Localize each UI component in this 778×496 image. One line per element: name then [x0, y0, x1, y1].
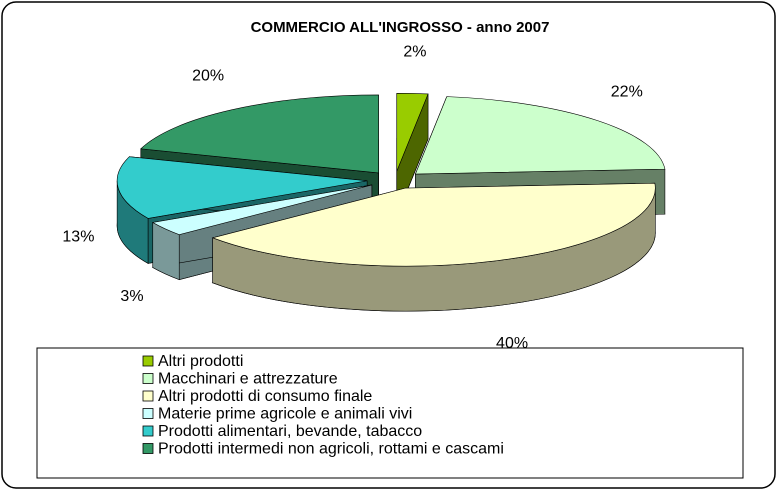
slice — [211, 182, 656, 267]
data-label: 40% — [496, 335, 528, 352]
legend-swatch — [142, 390, 154, 402]
data-label: 2% — [403, 43, 426, 60]
legend-label: Materie prime agricole e animali vivi — [158, 406, 412, 423]
legend-swatch — [142, 373, 154, 384]
pie: 2% 22% 40% 3% 13% 20% — [62, 43, 666, 352]
legend-swatch — [142, 355, 154, 367]
slice — [396, 92, 429, 172]
legend-label: Macchinari e attrezzature — [158, 371, 338, 388]
data-label: 3% — [120, 288, 143, 305]
legend-label: Altri prodotti — [158, 353, 243, 370]
chart-title: COMMERCIO ALL'INGROSSO - anno 2007 — [251, 19, 550, 36]
data-label: 20% — [192, 68, 224, 85]
legend-label: Altri prodotti di consumo finale — [158, 388, 372, 405]
legend-swatch — [142, 425, 154, 437]
slice — [151, 184, 372, 235]
legend-label: Prodotti alimentari, bevande, tabacco — [158, 423, 422, 440]
slice — [414, 96, 666, 175]
legend-swatch — [142, 408, 154, 419]
data-label: 13% — [62, 228, 94, 245]
data-label: 22% — [611, 84, 643, 101]
legend-box — [36, 347, 744, 479]
slice — [140, 94, 379, 174]
legend-swatch — [142, 443, 154, 454]
legend-label: Prodotti intermedi non agricoli, rottami… — [158, 441, 504, 458]
slice — [116, 156, 368, 219]
